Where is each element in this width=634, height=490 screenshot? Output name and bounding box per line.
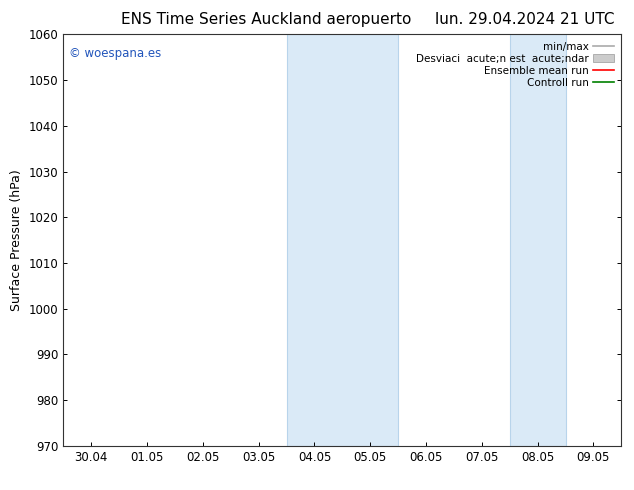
Text: lun. 29.04.2024 21 UTC: lun. 29.04.2024 21 UTC (436, 12, 615, 27)
Legend: min/max, Desviaci  acute;n est  acute;ndar, Ensemble mean run, Controll run: min/max, Desviaci acute;n est acute;ndar… (414, 40, 616, 90)
Y-axis label: Surface Pressure (hPa): Surface Pressure (hPa) (10, 169, 23, 311)
Text: ENS Time Series Auckland aeropuerto: ENS Time Series Auckland aeropuerto (121, 12, 411, 27)
Text: © woespana.es: © woespana.es (69, 47, 161, 60)
Bar (287, 34, 398, 446)
Bar (510, 34, 566, 446)
